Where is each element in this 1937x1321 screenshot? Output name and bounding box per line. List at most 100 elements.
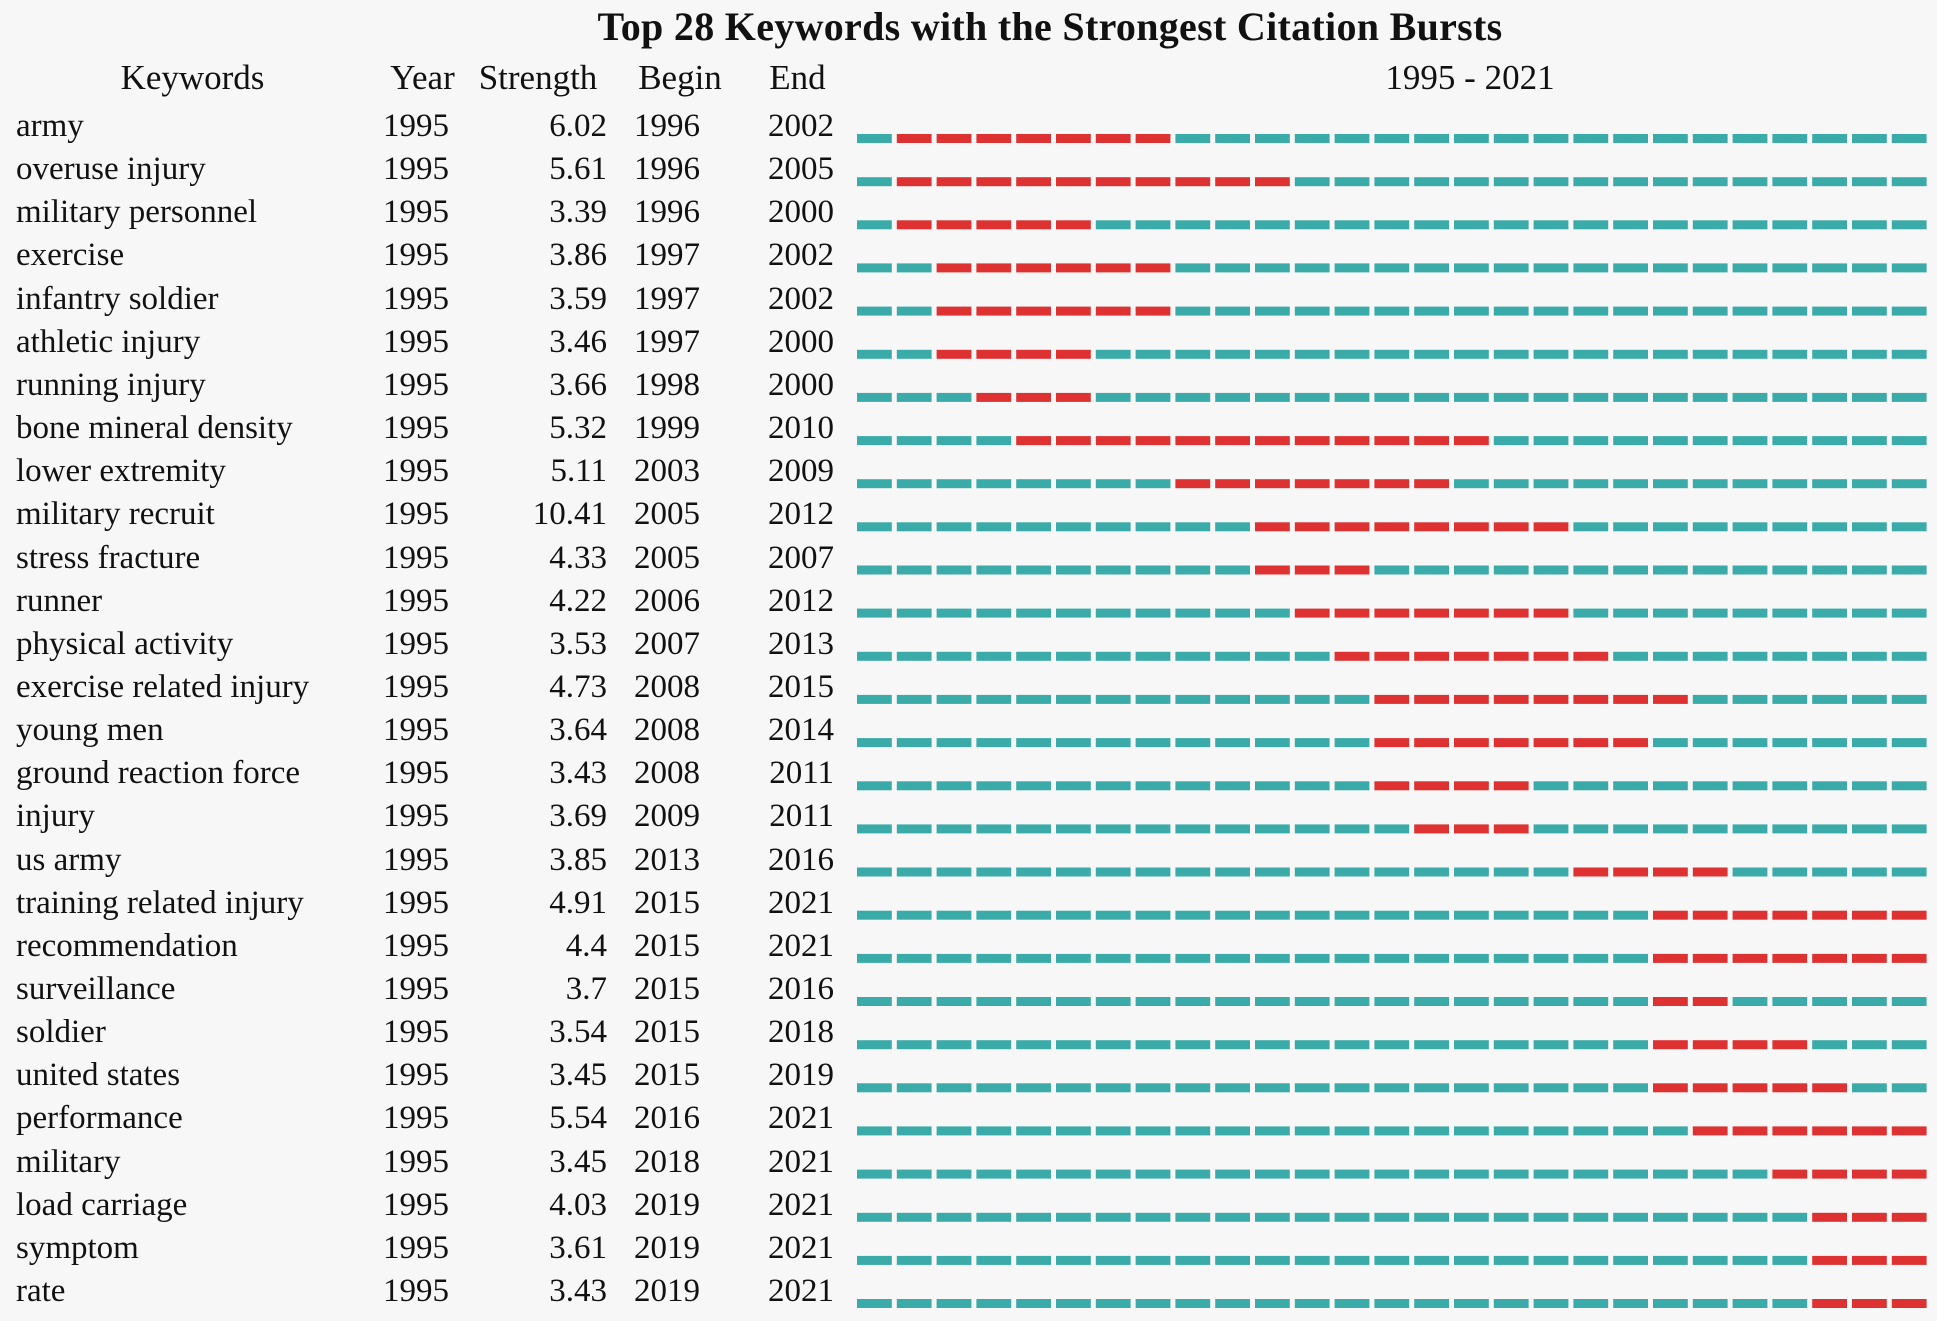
keyword-cell: us army [16,841,122,878]
keyword-cell: stress fracture [16,539,201,576]
begin-cell: 2009 [634,798,700,835]
end-cell: 2021 [768,1229,834,1266]
strength-cell: 3.43 [549,755,607,792]
year-cell: 1995 [383,453,449,490]
begin-cell: 2019 [634,1186,700,1223]
strength-cell: 4.22 [549,582,607,619]
keyword-cell: rate [16,1273,66,1310]
table-row: runner 1995 4.22 2006 2012 [0,580,1937,623]
keyword-cell: injury [16,798,95,835]
table-row: surveillance 1995 3.7 2015 2016 [0,968,1937,1011]
end-cell: 2021 [768,927,834,964]
table-row: physical activity 1995 3.53 2007 2013 [0,623,1937,666]
column-header-keywords: Keywords [120,58,265,97]
end-cell: 2000 [768,323,834,360]
strength-cell: 3.45 [549,1143,607,1180]
begin-cell: 2008 [634,668,700,705]
table-row: soldier 1995 3.54 2015 2018 [0,1011,1937,1054]
strength-cell: 3.59 [549,280,607,317]
begin-cell: 2015 [634,1014,700,1051]
begin-cell: 2008 [634,712,700,749]
begin-cell: 2007 [634,625,700,662]
column-header-begin: Begin [638,58,722,97]
keyword-cell: ground reaction force [16,755,301,792]
keyword-cell: recommendation [16,927,238,964]
begin-cell: 2015 [634,1057,700,1094]
table-row: young men 1995 3.64 2008 2014 [0,709,1937,752]
begin-cell: 2003 [634,453,700,490]
strength-cell: 3.7 [565,971,607,1007]
end-cell: 2002 [768,237,834,274]
end-cell: 2009 [768,453,834,490]
year-cell: 1995 [383,151,449,188]
keyword-cell: exercise [16,237,125,274]
strength-cell: 5.54 [549,1100,607,1137]
year-cell: 1995 [383,280,449,317]
year-cell: 1995 [383,410,449,447]
chart-title: Top 28 Keywords with the Strongest Citat… [597,4,1503,49]
end-cell: 2021 [768,1143,834,1180]
table-row: army 1995 6.02 1996 2002 [0,105,1937,148]
keyword-cell: runner [16,582,103,619]
table-row: military personnel 1995 3.39 1996 2000 [0,191,1937,234]
year-cell: 1995 [383,927,449,964]
year-cell: 1995 [383,841,449,878]
keyword-cell: running injury [16,366,206,403]
table-row: lower extremity 1995 5.11 2003 2009 [0,450,1937,493]
begin-cell: 2008 [634,755,700,792]
keyword-cell: military [16,1143,121,1180]
strength-cell: 3.43 [549,1273,607,1310]
strength-cell: 5.61 [549,151,607,188]
begin-cell: 1997 [634,280,700,317]
column-header-end: End [769,58,826,97]
begin-cell: 2018 [634,1143,700,1180]
end-cell: 2011 [769,798,834,835]
table-row: training related injury 1995 4.91 2015 2021 [0,882,1937,925]
strength-cell: 3.39 [549,194,607,231]
table-row: us army 1995 3.85 2013 2016 [0,839,1937,882]
table-row: stress fracture 1995 4.33 2005 2007 [0,537,1937,580]
end-cell: 2012 [768,582,834,619]
strength-cell: 3.86 [549,237,607,274]
keyword-cell: performance [16,1100,183,1137]
table-row: overuse injury 1995 5.61 1996 2005 [0,148,1937,191]
year-cell: 1995 [383,712,449,749]
end-cell: 2000 [768,366,834,403]
table-row: athletic injury 1995 3.46 1997 2000 [0,321,1937,364]
keyword-cell: infantry soldier [16,280,219,317]
table-row: exercise 1995 3.86 1997 2002 [0,234,1937,277]
begin-cell: 2005 [634,496,700,533]
year-cell: 1995 [383,582,449,619]
year-cell: 1995 [383,1143,449,1180]
keyword-cell: united states [16,1057,181,1094]
column-header-strength: Strength [478,58,598,97]
strength-cell: 5.32 [549,410,607,447]
strength-cell: 3.46 [549,323,607,360]
keyword-cell: physical activity [16,625,234,662]
year-cell: 1995 [383,1014,449,1051]
year-cell: 1995 [383,798,449,835]
table-row: rate 1995 3.43 2019 2021 [0,1270,1937,1313]
begin-cell: 2015 [634,927,700,964]
end-cell: 2002 [768,108,834,144]
year-cell: 1995 [383,323,449,360]
end-cell: 2012 [768,496,834,533]
table-row: symptom 1995 3.61 2019 2021 [0,1227,1937,1270]
begin-cell: 1996 [634,194,700,231]
table-row: exercise related injury 1995 4.73 2008 2015 [0,666,1937,709]
keyword-cell: military recruit [16,496,215,533]
end-cell: 2021 [768,884,834,921]
end-cell: 2010 [768,410,834,447]
end-cell: 2000 [768,194,834,231]
keyword-cell: training related injury [16,884,304,921]
year-cell: 1995 [383,1229,449,1266]
end-cell: 2013 [768,625,834,662]
strength-cell: 5.11 [550,453,607,490]
strength-cell: 3.54 [549,1014,607,1051]
table-row: military recruit 1995 10.41 2005 2012 [0,493,1937,536]
end-cell: 2016 [768,841,834,878]
begin-cell: 2016 [634,1100,700,1137]
strength-cell: 10.41 [532,496,607,533]
table-row: injury 1995 3.69 2009 2011 [0,795,1937,838]
year-cell: 1995 [383,539,449,576]
